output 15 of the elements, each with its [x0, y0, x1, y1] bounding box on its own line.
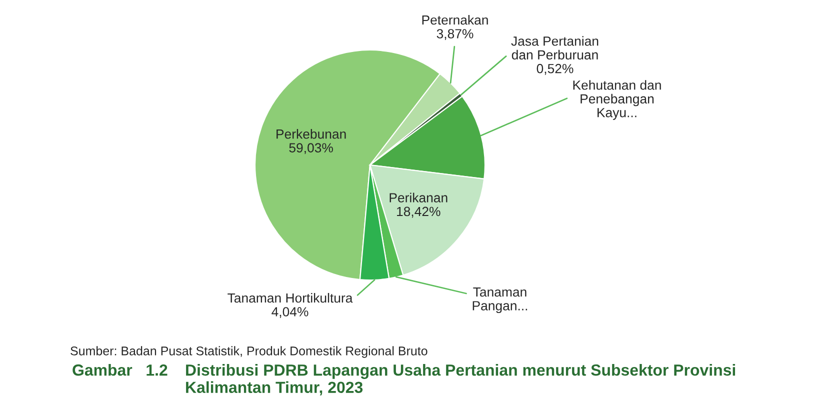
- data-label: 18,42%: [397, 206, 440, 218]
- text: Distribusi PDRB Lapangan Usaha Pertanian menurut Subsektor Provinsi Kalimantan Timur, 2023: [186, 364, 736, 396]
- slice-label: Jasa Pertanian dan Perburuan: [511, 36, 598, 60]
- slice-label: Perikanan: [390, 192, 448, 202]
- slice-label: Tanaman Hortikultura: [228, 292, 353, 303]
- text: Sumber: Badan Pusat Statistik, Produk Domestik Regional Bruto: [70, 346, 428, 358]
- slice-label: Peternakan: [422, 14, 488, 25]
- text: Gambar 1.2: [72, 364, 168, 376]
- data-label: 4,04%: [272, 307, 308, 318]
- data-label: 59,03%: [289, 143, 333, 154]
- slice-label: Kehutanan dan Penebangan Kayu...: [573, 80, 661, 120]
- data-label: 0,52%: [536, 64, 574, 75]
- data-label: 3,87%: [436, 29, 474, 40]
- slice-label: Perkebunan: [276, 129, 346, 139]
- slice-label: Tanaman Pangan...: [472, 287, 528, 314]
